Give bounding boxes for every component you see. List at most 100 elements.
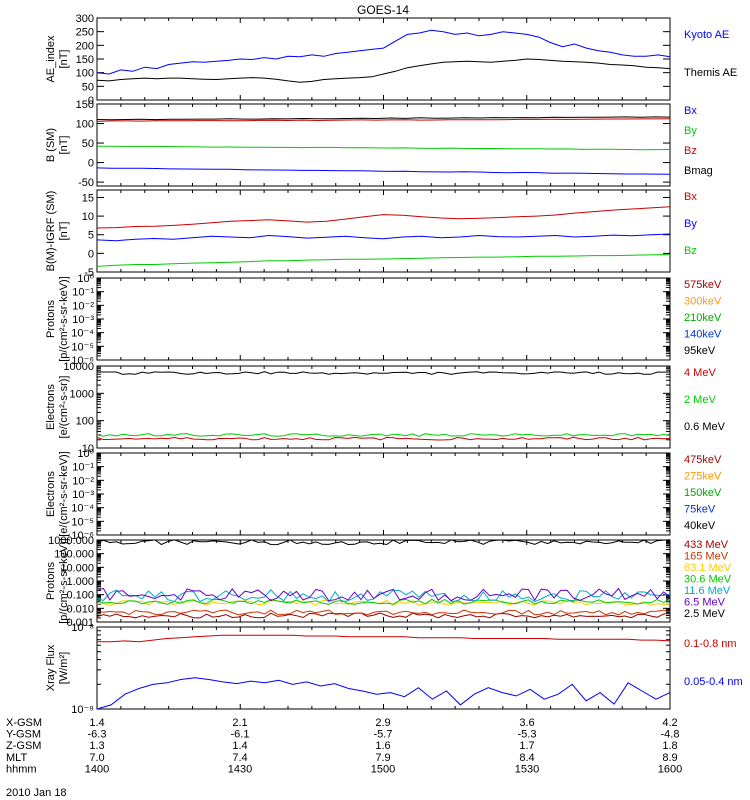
panel-5: 10 100 1000 10000 Electrons [e/(cm²-s-sr)] 4 M… — [45, 361, 726, 455]
footer-row-value: 1.4 — [232, 740, 247, 752]
y-tick-label: 0.100 — [66, 590, 94, 602]
panel-frame — [96, 277, 671, 361]
y-tick-label: 200 — [76, 40, 94, 52]
y-tick-label: 10⁻⁴ — [71, 503, 94, 515]
legend-entry: Bx — [684, 191, 697, 203]
legend-entry: 95keV — [684, 345, 716, 357]
legend-entry: Bx — [684, 105, 697, 117]
plot-title: GOES-14 — [357, 3, 409, 17]
series-line — [96, 118, 671, 122]
footer-row-value: 1.3 — [89, 740, 104, 752]
y-tick-label: 10 — [82, 443, 94, 455]
y-tick-label: 0.001 — [66, 617, 94, 629]
panel-3: -5 0 5 10 15 B(M)-IGRF (SM) [nT] Bx By Bz — [45, 189, 697, 279]
legend-entry: 0.1-0.8 nm — [684, 638, 737, 650]
y-tick-label: 1000.000 — [48, 535, 94, 547]
footer-row-value: 2.1 — [232, 717, 247, 729]
footer-row-value: -4.8 — [661, 729, 680, 741]
legend-entry: By — [684, 125, 697, 137]
panel-frame — [96, 365, 671, 449]
y-tick-label: 0 — [88, 248, 94, 260]
y-tick-label: 0 — [88, 158, 94, 170]
y-axis-label: [W/m²] — [58, 652, 70, 684]
legend-entry: 475keV — [684, 454, 722, 466]
footer-row-value: 8.9 — [662, 752, 677, 764]
footer-row-value: -5.7 — [374, 729, 393, 741]
legend-entry: Bz — [684, 145, 697, 157]
y-tick-label: 50 — [82, 138, 94, 150]
series-line — [96, 599, 671, 606]
series-line — [96, 609, 671, 616]
y-tick-label: 100.000 — [54, 549, 94, 561]
y-tick-label: 10⁻⁸ — [71, 622, 94, 634]
legend-entry: 30.6 MeV — [684, 574, 732, 586]
footer-row-value: -5.3 — [518, 729, 537, 741]
y-tick-label: 15 — [82, 192, 94, 204]
series-line — [96, 206, 671, 229]
legend-entry: 0.05-0.4 nm — [684, 676, 743, 688]
footer-row-value: 1.7 — [519, 740, 534, 752]
series-line — [97, 145, 671, 151]
y-tick-label: 300 — [76, 13, 94, 25]
y-tick-label: 10⁻² — [72, 475, 94, 487]
series-line — [97, 634, 671, 643]
y-axis-label: Protons — [45, 300, 57, 338]
y-tick-label: 50 — [82, 81, 94, 93]
y-axis-label: [e/(cm²-s-sr-keV)] — [58, 451, 70, 537]
y-tick-label: 10⁻⁵ — [71, 341, 94, 353]
legend-entry: 6.5 MeV — [684, 597, 726, 609]
y-tick-label: -50 — [78, 177, 94, 189]
y-axis-label: [nT] — [58, 136, 70, 155]
footer-row-value: 4.2 — [662, 717, 677, 729]
series-line — [96, 589, 671, 603]
y-axis-label: Xray Flux — [45, 644, 57, 691]
footer-row-value: 1600 — [658, 763, 682, 775]
legend-entry: 0.6 MeV — [684, 421, 726, 433]
y-tick-label: 10⁻² — [72, 300, 94, 312]
footer-row-value: 7.0 — [89, 752, 104, 764]
y-tick-label: 10⁻¹ — [72, 462, 94, 474]
y-tick-label: 1.000 — [66, 576, 94, 588]
y-tick-label: 10⁰ — [77, 448, 94, 460]
legend-entry: 140keV — [684, 329, 722, 341]
legend-entry: Kyoto AE — [684, 29, 729, 41]
y-tick-label: 0.010 — [66, 603, 94, 615]
y-tick-label: 10000 — [63, 361, 94, 373]
y-tick-label: 10 — [82, 211, 94, 223]
y-tick-label: 100 — [76, 416, 94, 428]
y-axis-label: [p/(cm²-s-sr-keV)] — [58, 276, 70, 362]
y-tick-label: 10.000 — [60, 562, 94, 574]
y-axis-label: [nT] — [58, 50, 70, 69]
footer-row-label: X-GSM — [6, 717, 42, 729]
y-tick-label: 10⁻⁹ — [71, 704, 94, 716]
y-axis-label: Protons — [45, 562, 57, 600]
y-axis-label: B (SM) — [45, 128, 57, 162]
legend-entry: 11.6 MeV — [684, 585, 731, 597]
footer-row-label: Y-GSM — [6, 729, 41, 741]
footer-ephemeris: X-GSM 1.4 2.1 2.9 3.6 4.2 Y-GSM -6.3 -6.1 -5.7 -5.… — [6, 717, 682, 775]
series-line — [96, 539, 671, 546]
footer-row-label: MLT — [6, 752, 27, 764]
y-tick-label: 10⁻⁶ — [71, 530, 94, 542]
legend-entry: 4 MeV — [684, 367, 716, 379]
legend-entry: Bmag — [684, 165, 713, 177]
series-line — [96, 612, 671, 619]
footer-row-value: 1430 — [228, 763, 252, 775]
y-tick-label: 150 — [76, 54, 94, 66]
footer-date: 2010 Jan 18 — [6, 787, 67, 799]
y-axis-label: [nT] — [58, 222, 70, 241]
y-axis-label: AE_index — [45, 35, 57, 83]
footer-row-label: Z-GSM — [6, 740, 41, 752]
series-line — [96, 58, 671, 83]
series-line — [96, 587, 671, 602]
footer-row-value: 7.4 — [232, 752, 247, 764]
legend-entry: 210keV — [684, 312, 722, 324]
legend-entry: 63.1 MeV — [684, 562, 732, 574]
panel-frame — [96, 539, 671, 623]
series-line — [96, 254, 671, 267]
footer-row-value: 1400 — [85, 763, 109, 775]
panel-frame — [96, 17, 671, 101]
